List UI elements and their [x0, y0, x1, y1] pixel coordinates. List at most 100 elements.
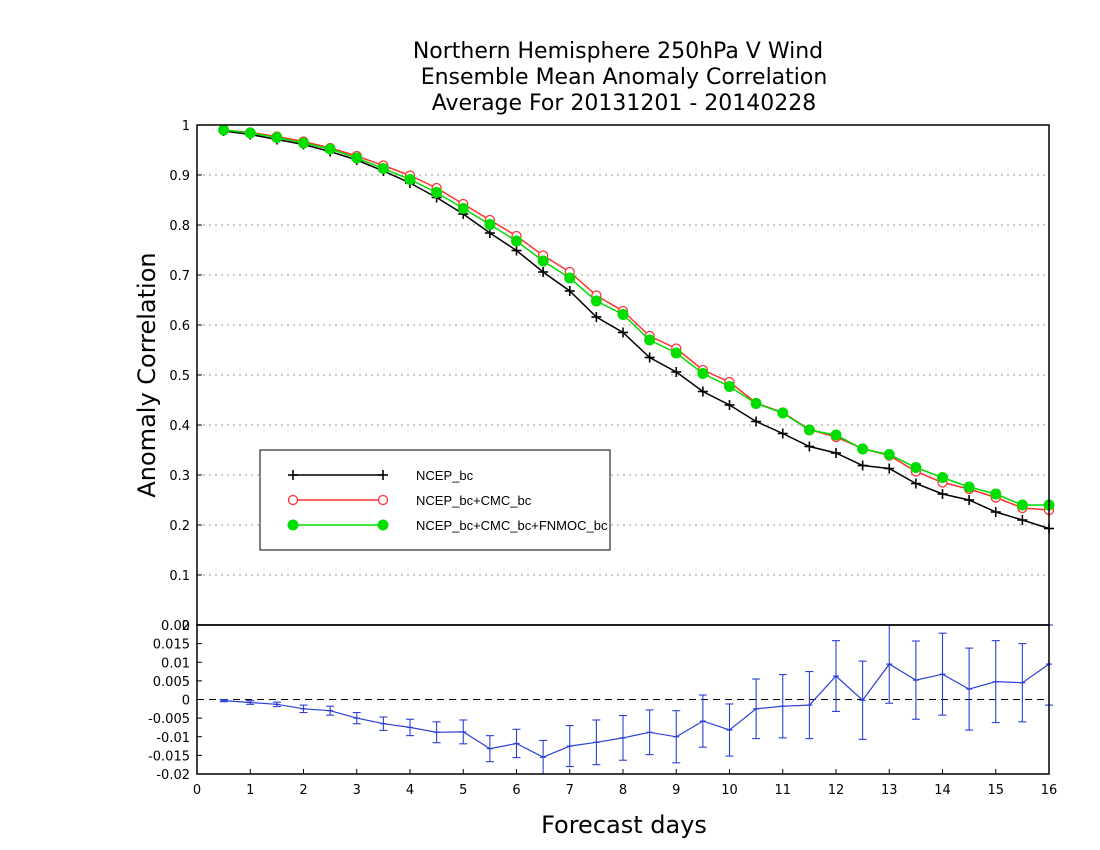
x-tick-label: 10 — [721, 783, 738, 798]
main-y-tick-label: 1 — [182, 119, 190, 134]
data-point — [617, 309, 629, 320]
data-point — [298, 137, 309, 149]
data-point — [724, 400, 735, 410]
error-bar — [725, 703, 734, 757]
legend-box — [259, 449, 611, 551]
error-bar — [432, 721, 441, 744]
data-point — [777, 428, 788, 439]
main-y-tick-label: 0.1 — [169, 569, 190, 584]
diff-y-tick-label: -0.02 — [156, 768, 190, 783]
error-bar — [858, 660, 867, 740]
data-point — [644, 334, 656, 346]
data-point — [830, 429, 842, 441]
data-point — [803, 424, 815, 436]
main-grid-lines — [197, 124, 1049, 626]
legend-marker — [288, 470, 298, 480]
error-bar — [619, 714, 627, 761]
main-y-tick-label: 0 — [182, 619, 190, 634]
x-tick-label: 6 — [512, 783, 520, 798]
error-bar — [991, 640, 1000, 724]
data-point — [910, 478, 921, 489]
data-point — [883, 449, 895, 460]
data-point — [910, 462, 922, 473]
data-point — [590, 295, 602, 307]
data-point — [857, 460, 868, 471]
data-point — [750, 398, 762, 409]
data-point — [751, 416, 762, 427]
error-bar — [219, 698, 228, 703]
data-point — [431, 187, 443, 198]
error-bar — [485, 735, 494, 763]
data-point — [591, 312, 602, 322]
diff-y-tick-label: 0.02 — [161, 619, 190, 634]
main-y-tick-label: 0.9 — [169, 169, 190, 184]
chart-title-line-2: Ensemble Mean Anomaly Correlation — [421, 65, 828, 90]
x-tick-label: 3 — [353, 783, 361, 798]
error-bar — [326, 705, 335, 716]
error-bar — [406, 718, 414, 737]
data-point — [724, 381, 735, 392]
legend-label: NCEP_bc — [416, 468, 474, 483]
x-tick-label: 9 — [672, 783, 680, 798]
data-point — [484, 219, 496, 230]
series-ncep-bc-cmc-bc-fnmoc-bc — [218, 124, 1055, 511]
main-y-tick-labels: 0 0.1 0.2 0.3 0.4 0.5 0.6 0.7 0.8 0.9 1 — [169, 119, 190, 634]
data-point — [670, 347, 682, 359]
main-y-tick-label: 0.6 — [169, 319, 190, 334]
x-tick-label: 8 — [619, 783, 627, 798]
error-bar — [592, 719, 601, 766]
data-point — [1017, 515, 1028, 525]
diff-y-tick-label: -0.015 — [148, 749, 190, 764]
main-y-tick-label: 0.8 — [169, 219, 190, 234]
x-tick-label: 16 — [1041, 783, 1058, 798]
data-point — [777, 407, 789, 419]
data-point — [671, 367, 682, 377]
data-point — [537, 255, 549, 267]
error-bar — [1018, 643, 1027, 723]
x-tick-label: 5 — [459, 783, 467, 798]
x-tick-label: 15 — [987, 783, 1004, 798]
data-point — [351, 152, 363, 164]
error-bar — [911, 640, 920, 720]
x-tick-label: 1 — [246, 783, 254, 798]
data-point — [644, 352, 655, 363]
error-bar — [938, 632, 947, 716]
data-point — [538, 267, 549, 277]
y-axis-title: Anomaly Correlation — [133, 252, 161, 497]
data-point — [1016, 499, 1028, 511]
series-line — [223, 130, 1050, 530]
diff-y-tick-label: 0.01 — [161, 656, 190, 671]
error-bar — [272, 701, 281, 708]
data-point — [271, 132, 283, 143]
data-point — [618, 327, 628, 338]
legend: NCEP_bc NCEP_bc+CMC_bc NCEP_bc+CMC_bc+FNMO… — [259, 449, 611, 551]
difference-y-tick-labels: -0.02 -0.015 -0.01 -0.005 0 0.005 0.01 0.015 0.0… — [148, 619, 190, 783]
error-bar — [645, 709, 654, 756]
data-point — [963, 481, 975, 493]
data-point — [990, 488, 1002, 500]
error-bar — [672, 710, 681, 764]
data-point — [377, 163, 389, 174]
legend-marker — [377, 519, 389, 531]
main-y-tick-label: 0.2 — [169, 519, 190, 534]
error-bar — [752, 678, 761, 740]
data-point — [511, 245, 522, 256]
data-point — [404, 174, 416, 185]
data-point — [511, 235, 522, 247]
main-y-tick-label: 0.4 — [169, 419, 190, 434]
error-bar — [778, 673, 787, 739]
x-tick-label: 14 — [934, 783, 951, 798]
diff-y-tick-label: -0.005 — [148, 712, 190, 727]
error-bar — [459, 719, 468, 745]
error-bar — [698, 694, 707, 748]
data-point — [937, 489, 948, 499]
data-point — [457, 203, 469, 214]
x-tick-label: 13 — [881, 783, 898, 798]
legend-marker — [287, 494, 299, 506]
error-bar — [246, 700, 255, 705]
legend-marker — [287, 519, 299, 531]
data-point — [804, 441, 815, 452]
x-tick-label: 12 — [828, 783, 845, 798]
error-bar — [352, 711, 361, 725]
